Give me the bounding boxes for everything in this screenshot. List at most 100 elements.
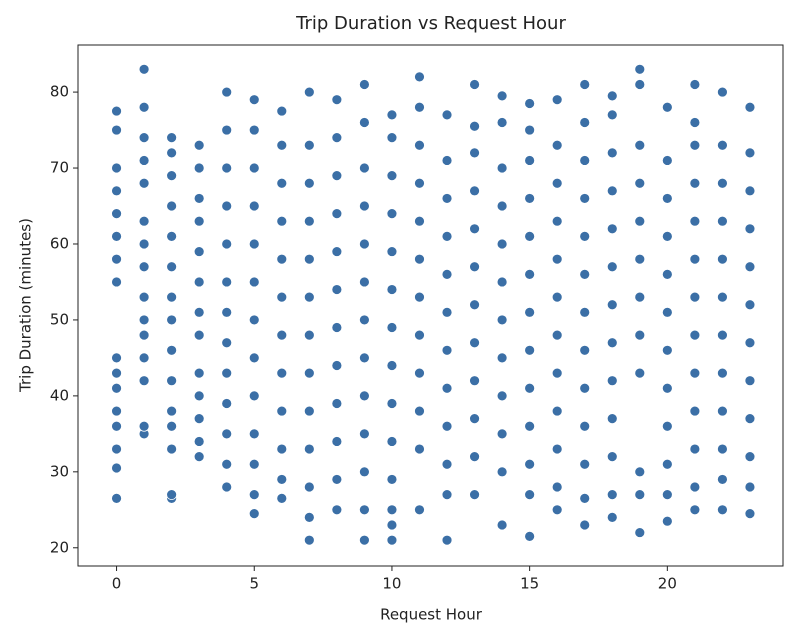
point <box>138 238 150 250</box>
point <box>579 420 591 432</box>
point <box>331 322 343 333</box>
point <box>166 405 178 417</box>
point <box>248 428 260 440</box>
point <box>661 268 673 280</box>
point <box>606 299 618 311</box>
point <box>331 132 343 144</box>
point <box>469 223 480 235</box>
point <box>111 162 122 174</box>
x-tick-label: 10 <box>382 575 401 593</box>
point <box>166 170 178 182</box>
point <box>386 534 398 546</box>
point <box>193 451 205 463</box>
point <box>414 405 425 417</box>
point <box>496 276 508 288</box>
point <box>414 215 425 227</box>
point <box>414 504 425 516</box>
point <box>303 215 315 227</box>
point <box>551 329 563 341</box>
point <box>634 329 646 341</box>
point <box>606 147 618 159</box>
point <box>689 329 701 341</box>
point <box>138 177 150 189</box>
point <box>441 382 453 394</box>
point <box>496 90 508 102</box>
point <box>221 238 233 250</box>
point <box>661 489 673 501</box>
point <box>359 162 370 174</box>
point <box>111 352 122 364</box>
point <box>166 344 178 356</box>
point <box>414 291 425 303</box>
point <box>551 504 563 516</box>
point <box>551 443 563 455</box>
point <box>303 139 315 151</box>
point <box>166 375 178 387</box>
point <box>717 405 728 417</box>
point <box>469 120 480 132</box>
point <box>634 215 646 227</box>
point <box>414 443 425 455</box>
point <box>111 462 122 474</box>
point <box>276 215 288 227</box>
point <box>551 253 563 265</box>
point <box>193 193 205 204</box>
point <box>138 63 150 75</box>
point <box>276 139 288 151</box>
point <box>248 276 260 288</box>
point <box>717 367 728 379</box>
point <box>689 443 701 455</box>
point <box>441 420 453 432</box>
point <box>248 314 260 326</box>
point <box>634 466 646 478</box>
point <box>303 367 315 379</box>
point <box>303 329 315 341</box>
point <box>441 155 453 166</box>
y-tick-label: 40 <box>50 386 69 404</box>
y-tick-label: 30 <box>50 462 69 480</box>
point <box>606 451 618 463</box>
point <box>717 177 728 189</box>
point <box>551 367 563 379</box>
point <box>276 291 288 303</box>
point <box>386 322 398 333</box>
point <box>717 86 728 98</box>
point <box>248 390 260 402</box>
point <box>524 268 536 280</box>
point <box>469 413 480 425</box>
point <box>359 117 370 128</box>
point <box>469 147 480 159</box>
point <box>689 291 701 303</box>
point <box>386 474 398 485</box>
point <box>166 489 178 501</box>
point <box>303 443 315 455</box>
point <box>138 291 150 303</box>
point <box>524 306 536 318</box>
point <box>717 504 728 516</box>
point <box>717 329 728 341</box>
point <box>166 230 178 242</box>
point <box>606 90 618 102</box>
point <box>111 253 122 265</box>
point <box>441 268 453 280</box>
point <box>524 458 536 470</box>
point <box>634 527 646 538</box>
point <box>524 124 536 136</box>
point <box>276 177 288 189</box>
point <box>579 519 591 531</box>
point <box>248 162 260 174</box>
y-tick-label: 80 <box>50 83 69 101</box>
point <box>579 230 591 242</box>
point <box>111 367 122 379</box>
point <box>606 223 618 235</box>
point <box>469 375 480 387</box>
x-tick-label: 20 <box>658 575 677 593</box>
point <box>221 124 233 136</box>
point <box>496 352 508 364</box>
point <box>386 208 398 220</box>
point <box>331 360 343 371</box>
point <box>193 215 205 227</box>
point <box>661 193 673 204</box>
point <box>524 155 536 166</box>
